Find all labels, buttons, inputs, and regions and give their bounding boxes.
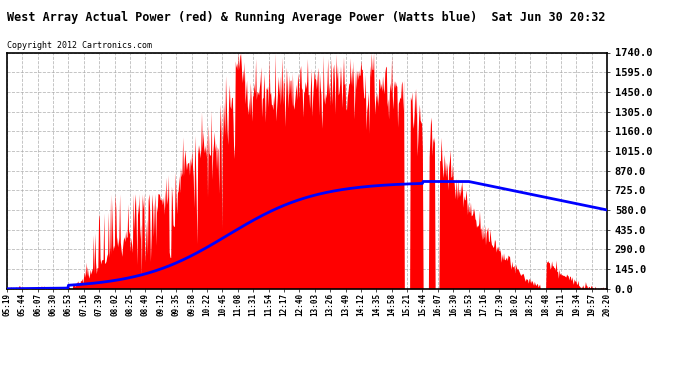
Text: West Array Actual Power (red) & Running Average Power (Watts blue)  Sat Jun 30 2: West Array Actual Power (red) & Running … — [7, 11, 605, 24]
Text: Copyright 2012 Cartronics.com: Copyright 2012 Cartronics.com — [7, 41, 152, 50]
